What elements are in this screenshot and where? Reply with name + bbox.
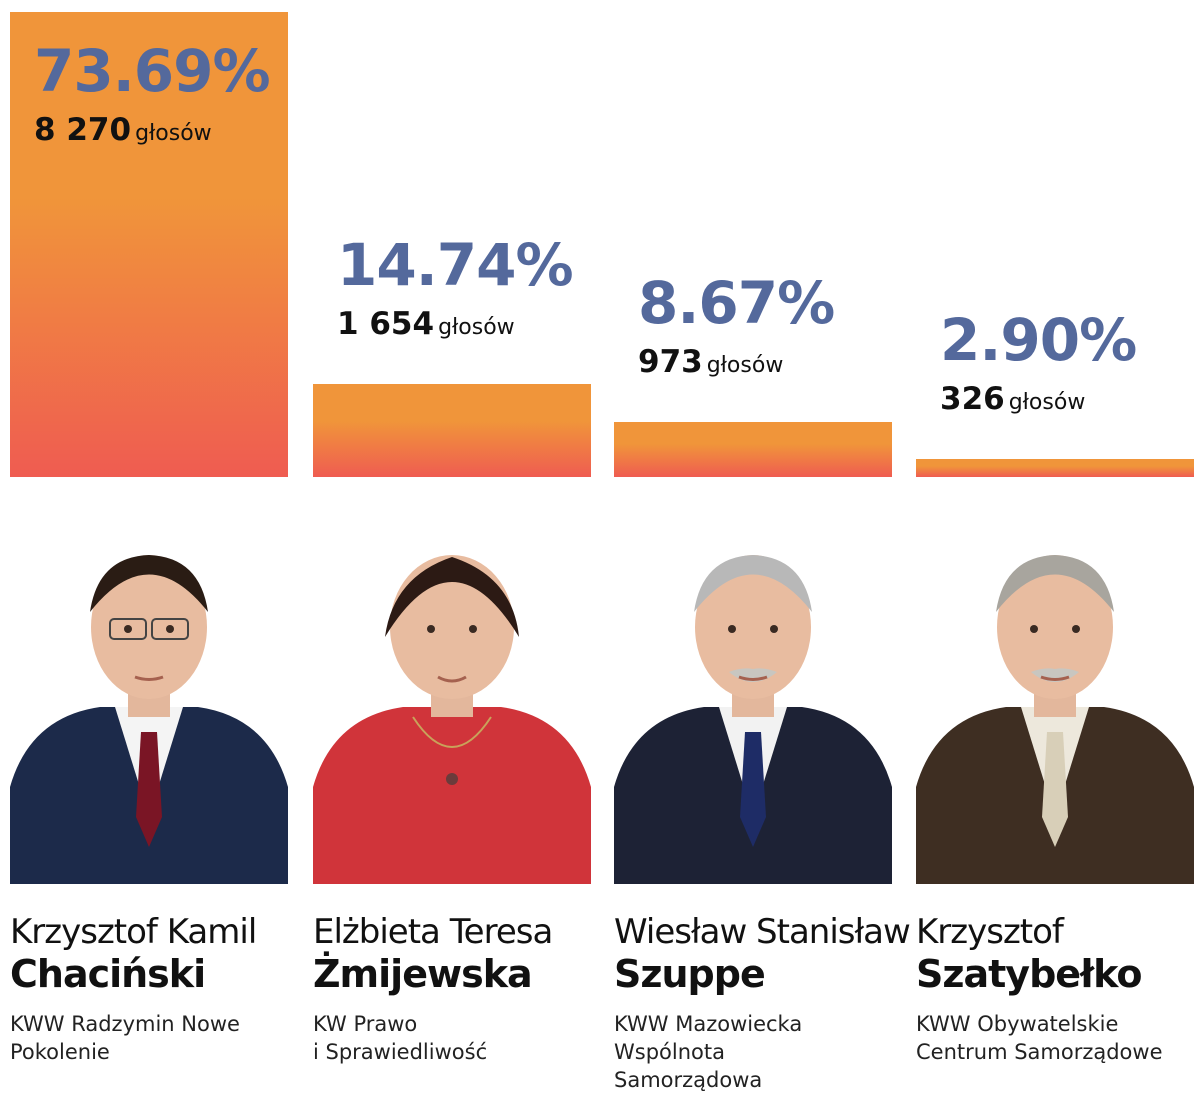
candidate-name: Krzysztof Szatybełko xyxy=(916,912,1200,996)
candidate-last-name: Żmijewska xyxy=(313,952,533,996)
candidate-committee: KWW Radzymin Nowe Pokolenie xyxy=(10,1012,240,1064)
candidate-first-name: Krzysztof xyxy=(916,912,1064,952)
vote-percentage: 8.67% xyxy=(638,269,835,337)
candidate-committee: KWW Obywatelskie Centrum Samorządowe xyxy=(916,1012,1163,1064)
candidate-last-name: Szuppe xyxy=(614,952,766,996)
candidate-photo xyxy=(313,517,591,884)
candidate-column: 8.67% 973 głosów Wiesław Stanisław Szuppe xyxy=(614,0,911,1097)
vote-percentage: 73.69% xyxy=(34,37,271,105)
result-bar xyxy=(916,459,1194,477)
candidate-column: 2.90% 326 głosów Krzysztof Szatybełko xyxy=(916,0,1194,1097)
vote-count: 1 654 głosów xyxy=(337,306,515,342)
candidate-committee: KW Prawo i Sprawiedliwość xyxy=(313,1012,488,1064)
vote-count-number: 973 xyxy=(638,344,703,380)
result-bar xyxy=(313,384,591,477)
candidate-first-name: Krzysztof Kamil xyxy=(10,912,257,952)
candidate-column: 73.69% 8 270 głosów Krzysztof Kamil Chaci… xyxy=(10,0,288,1097)
vote-count-unit: głosów xyxy=(1008,390,1086,415)
vote-count-unit: głosów xyxy=(438,315,515,340)
vote-count: 326 głosów xyxy=(940,381,1085,417)
result-bar xyxy=(614,422,892,477)
candidate-name: Wiesław Stanisław Szuppe xyxy=(614,912,914,996)
candidate-photo xyxy=(10,517,288,884)
candidate-photo xyxy=(614,517,892,884)
vote-count-unit: głosów xyxy=(706,353,784,378)
candidate-first-name: Wiesław Stanisław xyxy=(614,912,911,952)
result-bar xyxy=(10,12,288,477)
candidate-last-name: Chaciński xyxy=(10,952,206,996)
vote-count-number: 326 xyxy=(940,381,1005,417)
vote-count: 8 270 głosów xyxy=(34,112,212,148)
vote-percentage: 14.74% xyxy=(337,231,574,299)
candidate-column: 14.74% 1 654 głosów Elżbieta Teresa Żmije… xyxy=(313,0,591,1097)
vote-count-number: 1 654 xyxy=(337,306,435,342)
vote-count: 973 głosów xyxy=(638,344,783,380)
candidate-committee: KWW Mazowiecka Wspólnota Samorządowa xyxy=(614,1012,803,1092)
candidate-photo xyxy=(916,517,1194,884)
vote-count-number: 8 270 xyxy=(34,112,132,148)
vote-count-unit: głosów xyxy=(135,121,212,146)
vote-percentage: 2.90% xyxy=(940,306,1137,374)
candidate-name: Krzysztof Kamil Chaciński xyxy=(10,912,310,996)
candidate-first-name: Elżbieta Teresa xyxy=(313,912,553,952)
candidate-name: Elżbieta Teresa Żmijewska xyxy=(313,912,613,996)
candidate-last-name: Szatybełko xyxy=(916,952,1143,996)
